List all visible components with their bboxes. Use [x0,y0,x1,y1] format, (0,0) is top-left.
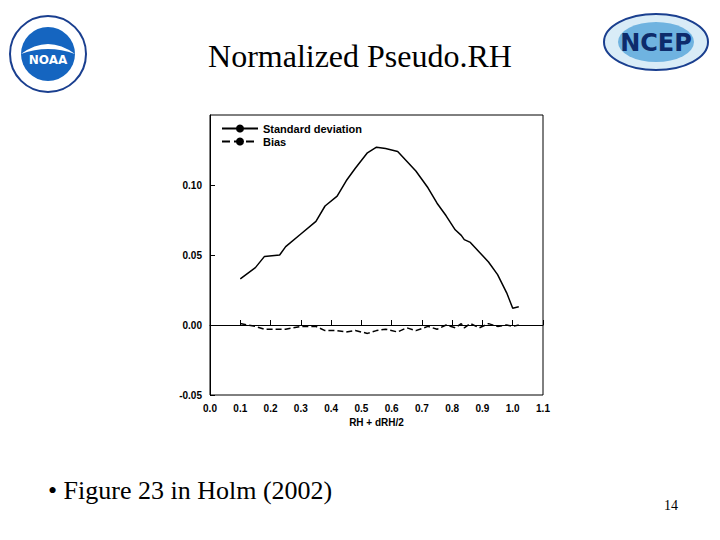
svg-text:0.7: 0.7 [415,403,429,414]
svg-text:0.2: 0.2 [264,403,278,414]
html-text:• Figure 23 in Holm (2002): • Figure 23 in Holm (2002) [48,476,333,505]
svg-text:Bias: Bias [263,136,286,148]
svg-text:0.0: 0.0 [203,403,217,414]
svg-text:0.1: 0.1 [233,403,247,414]
svg-text:-0.05: -0.05 [179,390,202,401]
svg-text:0.00: 0.00 [183,320,203,331]
svg-text:0.4: 0.4 [324,403,338,414]
svg-text:RH + dRH/2: RH + dRH/2 [349,417,404,428]
svg-text:0.6: 0.6 [385,403,399,414]
svg-text:0.10: 0.10 [183,180,203,191]
svg-text:0.05: 0.05 [183,250,203,261]
html-text:Normalized Pseudo.RH: Normalized Pseudo.RH [208,38,512,74]
html-text:14: 14 [664,498,678,513]
svg-text:0.3: 0.3 [294,403,308,414]
svg-text:0.5: 0.5 [354,403,368,414]
svg-text:1.1: 1.1 [536,403,550,414]
svg-text:1.0: 1.0 [506,403,520,414]
svg-text:NCEP: NCEP [620,29,692,57]
svg-text:NOAA: NOAA [29,53,68,67]
svg-text:0.9: 0.9 [476,403,490,414]
svg-text:Standard deviation: Standard deviation [263,123,362,135]
svg-text:0.8: 0.8 [445,403,459,414]
